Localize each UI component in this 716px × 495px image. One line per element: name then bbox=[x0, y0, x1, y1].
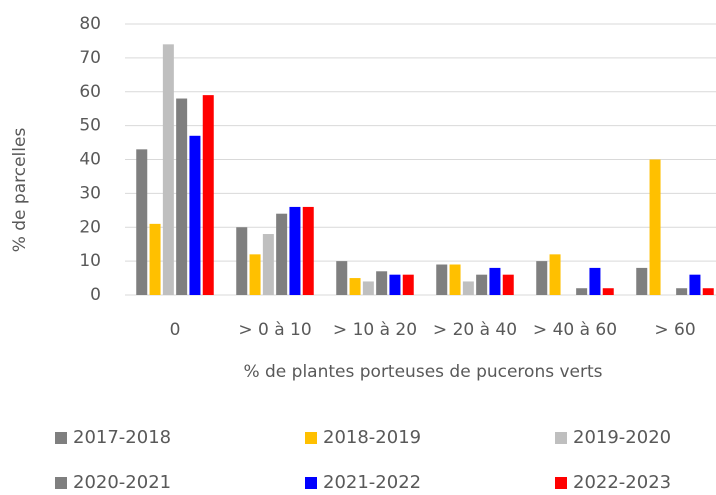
bar bbox=[462, 281, 474, 295]
bar bbox=[302, 206, 314, 295]
legend-swatch bbox=[305, 432, 317, 444]
bar bbox=[449, 264, 461, 295]
bar bbox=[649, 159, 661, 295]
bar bbox=[176, 98, 188, 296]
y-tick-label: 20 bbox=[79, 217, 101, 237]
bar bbox=[602, 288, 614, 295]
legend-label: 2022-2023 bbox=[573, 472, 671, 493]
legend-swatch bbox=[555, 432, 567, 444]
bar bbox=[689, 274, 701, 295]
bar bbox=[502, 274, 514, 295]
bar bbox=[589, 267, 601, 295]
x-tick-label: > 60 bbox=[654, 320, 695, 340]
legend-label: 2021-2022 bbox=[323, 472, 421, 493]
bar bbox=[149, 223, 161, 295]
y-tick-label: 30 bbox=[79, 183, 101, 203]
bar bbox=[276, 213, 288, 295]
bar bbox=[189, 135, 201, 295]
bar bbox=[402, 274, 414, 295]
bar bbox=[436, 264, 448, 295]
bar bbox=[202, 95, 214, 295]
bar bbox=[702, 288, 714, 295]
bar bbox=[136, 149, 148, 295]
y-tick-label: 0 bbox=[90, 285, 101, 305]
x-axis-title: % de plantes porteuses de pucerons verts bbox=[243, 362, 602, 382]
y-tick-label: 50 bbox=[79, 116, 101, 136]
bar bbox=[536, 261, 548, 295]
bar bbox=[636, 267, 648, 295]
bar bbox=[162, 44, 174, 296]
y-tick-label: 10 bbox=[79, 251, 101, 271]
bar bbox=[349, 278, 361, 295]
bar bbox=[576, 288, 588, 295]
y-tick-label: 80 bbox=[79, 14, 101, 34]
bar bbox=[236, 227, 248, 295]
bar bbox=[376, 271, 388, 295]
bar bbox=[262, 234, 274, 295]
bar bbox=[362, 281, 374, 295]
x-tick-label: > 10 à 20 bbox=[333, 320, 417, 340]
y-tick-label: 60 bbox=[79, 82, 101, 102]
bar bbox=[249, 254, 261, 295]
legend-swatch bbox=[55, 477, 67, 489]
bar bbox=[476, 274, 488, 295]
legend-label: 2020-2021 bbox=[73, 472, 171, 493]
legend-label: 2019-2020 bbox=[573, 427, 671, 448]
x-tick-label: 0 bbox=[170, 320, 181, 340]
x-tick-label: > 20 à 40 bbox=[433, 320, 517, 340]
bar bbox=[489, 267, 501, 295]
legend-label: 2017-2018 bbox=[73, 427, 171, 448]
y-tick-label: 40 bbox=[79, 150, 101, 170]
bar bbox=[389, 274, 401, 295]
legend-swatch bbox=[55, 432, 67, 444]
bar bbox=[549, 254, 561, 295]
legend-label: 2018-2019 bbox=[323, 427, 421, 448]
x-tick-label: > 40 à 60 bbox=[533, 320, 617, 340]
legend-swatch bbox=[555, 477, 567, 489]
x-tick-label: > 0 à 10 bbox=[238, 320, 311, 340]
y-axis-title: % de parcelles bbox=[10, 128, 30, 253]
bar bbox=[336, 261, 348, 295]
bar bbox=[289, 206, 301, 295]
bar bbox=[676, 288, 688, 295]
legend-swatch bbox=[305, 477, 317, 489]
y-tick-label: 70 bbox=[79, 48, 101, 68]
